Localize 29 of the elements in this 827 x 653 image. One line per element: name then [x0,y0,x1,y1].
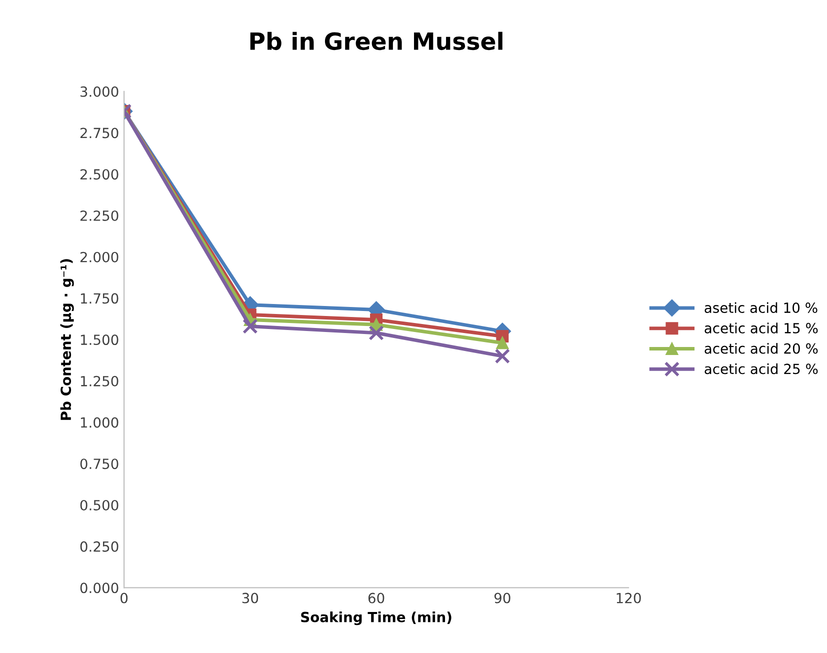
y-tick-label: 2.000 [80,252,118,262]
y-tick-label: 0.500 [80,500,118,510]
chart-title: Pb in Green Mussel [250,32,502,50]
point [494,348,510,364]
y-tick-label: 3.000 [80,86,118,97]
legend-label: acetic acid 25 % [704,363,818,374]
y-tick-label: 2.250 [80,210,118,221]
y-tick-label: 0.750 [80,458,118,470]
y-tick-label: 1.250 [80,376,118,386]
point [496,336,509,350]
y-tick-label: 1.750 [80,293,118,304]
y-tick-label: 1.500 [80,334,118,346]
legend-label: acetic acid 15 % [704,322,818,334]
legend-label: acetic acid 20 % [704,343,818,354]
y-tick-label: 1.000 [80,417,118,428]
y-tick-label: 0.000 [80,582,118,594]
point [242,318,258,334]
x-tick-label: 30 [242,592,258,604]
y-tick-label: 2.750 [80,128,118,138]
x-tick-label: 90 [494,592,510,604]
x-tick-label: 120 [616,592,641,604]
x-axis-title: Soaking Time (min) [301,612,452,626]
legend-label: asetic acid 10 % [704,302,818,314]
y-axis-title: Pb Content (µg · g⁻¹) [60,259,74,420]
y-tick-label: 2.500 [80,169,118,180]
x-tick-label: 60 [368,592,384,604]
point [368,325,384,341]
x-tick-label: 0 [120,592,128,604]
y-tick-label: 0.250 [80,541,118,552]
